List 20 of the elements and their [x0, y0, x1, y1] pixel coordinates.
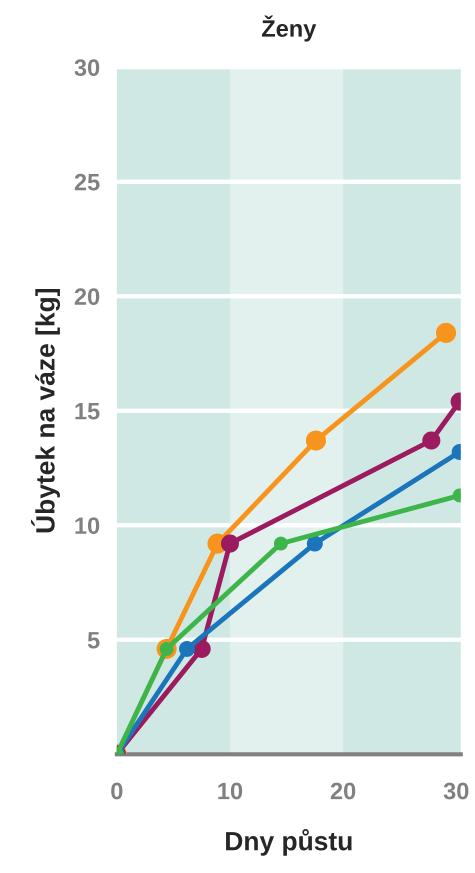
chart-title: Ženy [262, 16, 316, 42]
point [436, 322, 456, 343]
y-axis-title: Úbytek na váze [kg] [31, 289, 60, 532]
x-axis-title: Dny půstu [226, 829, 352, 856]
point [220, 534, 240, 553]
y-tick-label: 20 [74, 288, 100, 306]
y-tick-label: 15 [75, 403, 100, 420]
x-tick-label: 10 [218, 782, 242, 800]
y-tick-label: 10 [75, 517, 100, 534]
y-tick-label: 5 [88, 632, 100, 649]
x-tick-label: 30 [444, 782, 468, 800]
point [306, 430, 326, 451]
point [274, 536, 288, 551]
y-tick-label: 25 [74, 174, 100, 191]
point [179, 640, 195, 657]
x-tick-label: 20 [330, 782, 356, 800]
point [306, 536, 323, 552]
x-tick-label: 0 [111, 782, 122, 800]
point [422, 431, 440, 450]
y-tick-label: 30 [74, 59, 100, 76]
